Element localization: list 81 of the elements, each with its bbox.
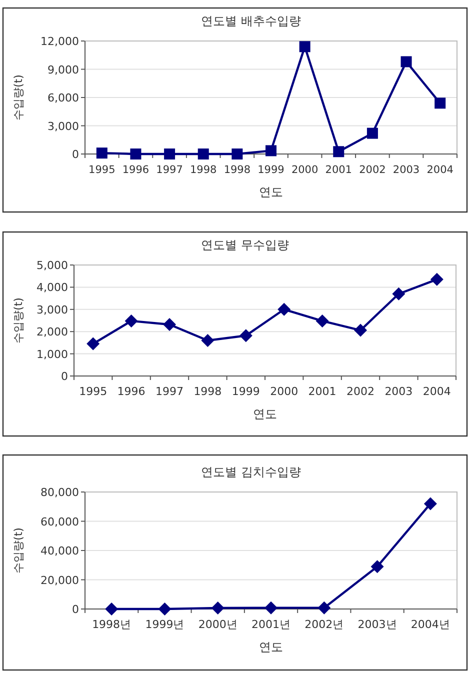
x-tick-label: 1997 [156, 385, 184, 398]
point [318, 601, 331, 614]
x-tick-label: 2001년 [252, 618, 290, 631]
point [400, 56, 412, 68]
point [366, 128, 378, 139]
x-tick-label: 1996 [117, 385, 146, 398]
y-axis-title: 수입량(t) [12, 298, 25, 344]
chart-title: 연도별 김치수입량 [201, 465, 301, 479]
y-tick-label: 40,000 [40, 544, 79, 558]
point [198, 148, 209, 160]
x-tick-label: 1998 [194, 385, 222, 398]
y-tick-label: 60,000 [40, 515, 79, 528]
y-tick-label: 0 [61, 370, 68, 383]
point [392, 287, 406, 300]
y-tick-label: 0 [72, 148, 79, 161]
point [163, 318, 176, 331]
x-tick-label: 2003 [392, 164, 420, 176]
y-tick-label: 20,000 [40, 574, 79, 587]
y-axis-title: 수입량(t) [12, 528, 25, 574]
x-tick-label: 2000 [270, 385, 298, 398]
x-tick-label: 1998년 [92, 618, 132, 631]
y-axis-title: 수입량(t) [12, 74, 25, 120]
chart-title: 연도별 무수입량 [201, 238, 289, 252]
y-tick-label: 6,000 [48, 92, 79, 104]
point [96, 148, 108, 159]
x-tick-label: 1998 [190, 164, 217, 176]
x-tick-label: 2004 [422, 385, 451, 398]
point [105, 602, 118, 616]
point [434, 98, 446, 109]
x-tick-label: 1998 [224, 164, 251, 176]
x-axis-title: 연도 [259, 185, 283, 199]
y-tick-label: 3,000 [36, 303, 68, 316]
point [264, 601, 278, 614]
x-axis-title: 연도 [253, 407, 277, 421]
y-tick-label: 80,000 [40, 486, 79, 499]
point [86, 337, 100, 350]
x-tick-label: 1999 [258, 164, 284, 176]
point [299, 41, 310, 52]
point [430, 272, 444, 286]
y-tick-label: 5,000 [36, 259, 68, 272]
x-tick-label: 2003 [384, 385, 413, 398]
x-tick-label: 2002 [359, 164, 386, 176]
x-tick-label: 2001 [308, 385, 336, 398]
x-tick-label: 1996 [122, 164, 150, 176]
x-tick-label: 1995 [88, 164, 116, 176]
y-tick-label: 9,000 [48, 63, 79, 76]
y-tick-label: 2,000 [36, 326, 68, 339]
x-tick-label: 1999 [232, 385, 260, 398]
y-tick-label: 3,000 [48, 120, 79, 133]
x-tick-label: 1999년 [145, 618, 184, 631]
x-tick-label: 2001 [325, 164, 352, 176]
x-tick-label: 2003년 [358, 618, 397, 631]
y-tick-label: 0 [72, 603, 79, 616]
point [124, 314, 138, 328]
point [266, 145, 276, 156]
x-tick-label: 2004년 [410, 618, 450, 631]
x-tick-label: 1995 [79, 385, 108, 398]
x-tick-label: 2000년 [198, 618, 238, 631]
point [211, 601, 224, 614]
point [316, 314, 329, 328]
x-tick-label: 2002 [346, 385, 374, 398]
x-axis-title: 연도 [259, 640, 283, 654]
point [201, 334, 214, 347]
point [370, 560, 384, 574]
point [354, 324, 367, 337]
chart-title: 연도별 배추수입량 [201, 14, 301, 28]
x-tick-label: 2000 [291, 164, 318, 176]
x-tick-label: 2004 [426, 164, 454, 176]
y-tick-label: 12,000 [40, 35, 79, 48]
point [333, 146, 344, 158]
y-tick-label: 4,000 [36, 281, 68, 294]
y-tick-label: 1,000 [36, 348, 68, 361]
x-tick-label: 2002년 [304, 618, 344, 631]
point [424, 497, 437, 510]
point [158, 602, 172, 616]
point [278, 302, 291, 316]
x-tick-label: 1997 [156, 164, 183, 176]
point [232, 148, 243, 160]
point [239, 329, 252, 342]
point [130, 148, 142, 160]
point [164, 148, 176, 160]
